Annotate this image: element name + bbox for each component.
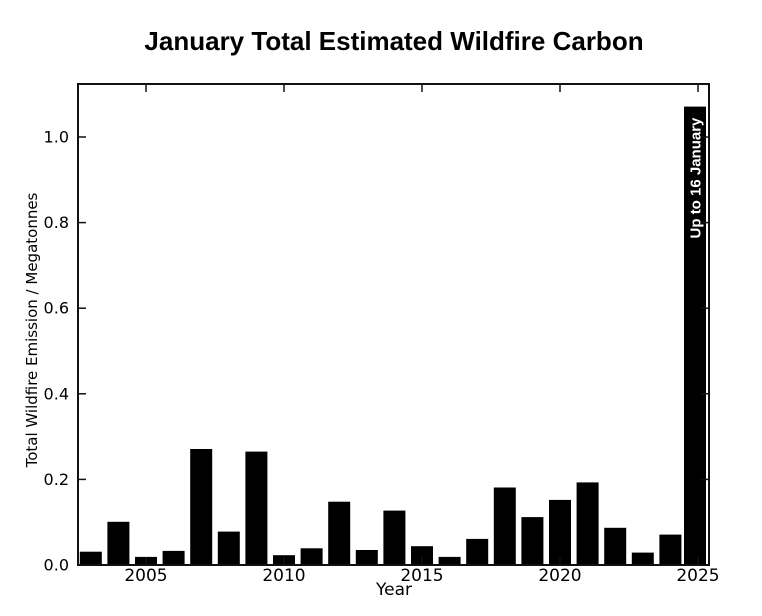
x-tick-label: 2015	[400, 566, 443, 586]
y-tick-label: 0.0	[44, 556, 69, 575]
bar-2022	[604, 527, 627, 565]
bar-2025	[684, 106, 706, 565]
plot-border	[77, 83, 710, 566]
x-tick-label: 2005	[124, 566, 167, 586]
bar-2014	[383, 510, 406, 565]
x-tick-label: 2025	[676, 566, 719, 586]
bar-2024	[659, 534, 682, 565]
bar-annotation-label: Up to 16 January	[688, 117, 705, 239]
y-tick-label: 0.8	[44, 213, 69, 232]
bar-2011	[300, 548, 323, 565]
bar-2006	[162, 550, 185, 565]
bar-2004	[107, 521, 130, 565]
bar-2018	[493, 487, 516, 565]
bar-2016	[438, 556, 461, 565]
bar-2017	[466, 538, 489, 565]
bar-2012	[328, 501, 351, 565]
bar-2019	[521, 517, 544, 565]
x-axis-label: Year	[376, 580, 412, 600]
bar-2020	[549, 499, 571, 565]
bar-2007	[190, 449, 213, 565]
bar-2009	[245, 451, 268, 565]
bar-2023	[631, 552, 654, 565]
bar-2015	[411, 546, 433, 565]
bar-2003	[79, 551, 102, 565]
x-tick-label: 2020	[538, 566, 581, 586]
chart-title: January Total Estimated Wildfire Carbon	[144, 26, 644, 56]
y-tick-label: 0.6	[44, 299, 69, 318]
x-tick-label: 2010	[262, 566, 305, 586]
bar-2008	[217, 531, 240, 565]
y-tick-label: 0.2	[44, 470, 69, 489]
bar-2013	[355, 550, 378, 565]
bar-2021	[576, 482, 599, 565]
y-tick-label: 0.4	[44, 384, 69, 403]
y-tick-label: 1.0	[44, 128, 69, 147]
